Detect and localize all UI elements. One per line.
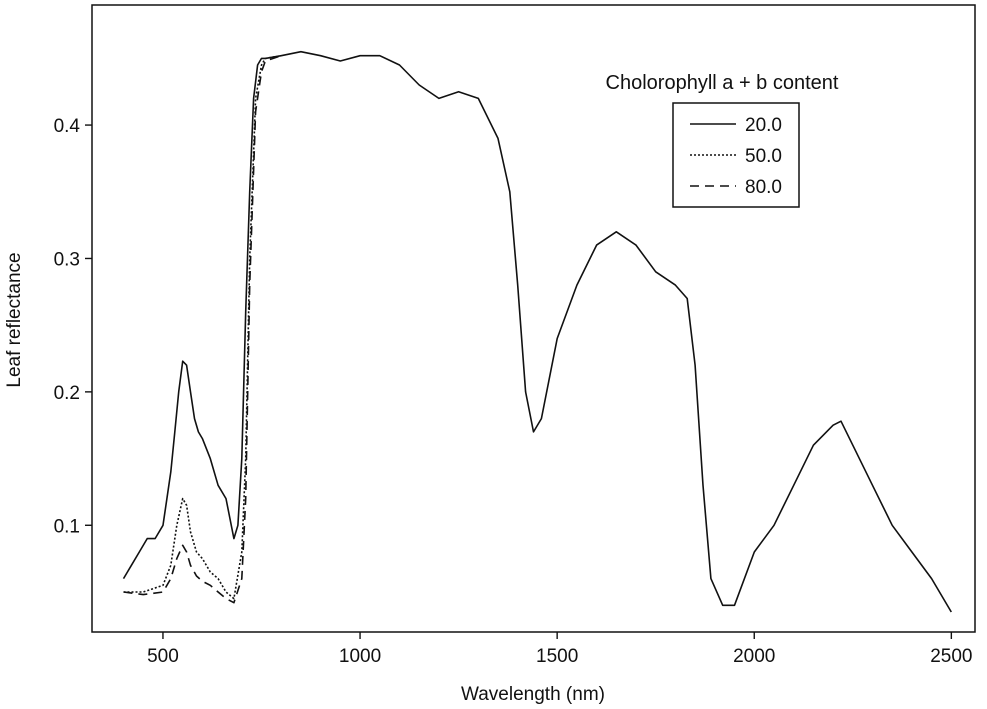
x-tick-label: 2000 (733, 646, 775, 667)
x-axis: 500 1000 1500 2000 2500 (147, 632, 972, 667)
plot-frame (91, 4, 976, 633)
legend-items: 20.0 50.0 80.0 (690, 115, 782, 198)
x-axis-label: Wavelength (nm) (461, 684, 605, 705)
series-line-0 (122, 50, 952, 613)
y-tick-label: 0.4 (54, 116, 81, 137)
legend-label-2: 80.0 (745, 177, 782, 198)
series-line-1 (123, 54, 282, 600)
x-tick-label: 1000 (339, 646, 381, 667)
y-axis: 0.1 0.2 0.3 0.4 (54, 116, 92, 537)
y-tick-label: 0.1 (54, 516, 80, 537)
y-tick-label: 0.3 (54, 249, 80, 270)
legend-label-1: 50.0 (745, 146, 782, 167)
x-tick-label: 500 (147, 646, 179, 667)
x-tick-label: 1500 (536, 646, 578, 667)
y-axis-label: Leaf reflectance (4, 252, 25, 387)
y-tick-label: 0.2 (54, 383, 80, 404)
series-line-2 (123, 54, 282, 604)
legend-label-0: 20.0 (745, 115, 782, 136)
legend-title: Cholorophyll a + b content (606, 72, 839, 94)
series-layer (122, 50, 952, 613)
x-tick-label: 2500 (930, 646, 972, 667)
